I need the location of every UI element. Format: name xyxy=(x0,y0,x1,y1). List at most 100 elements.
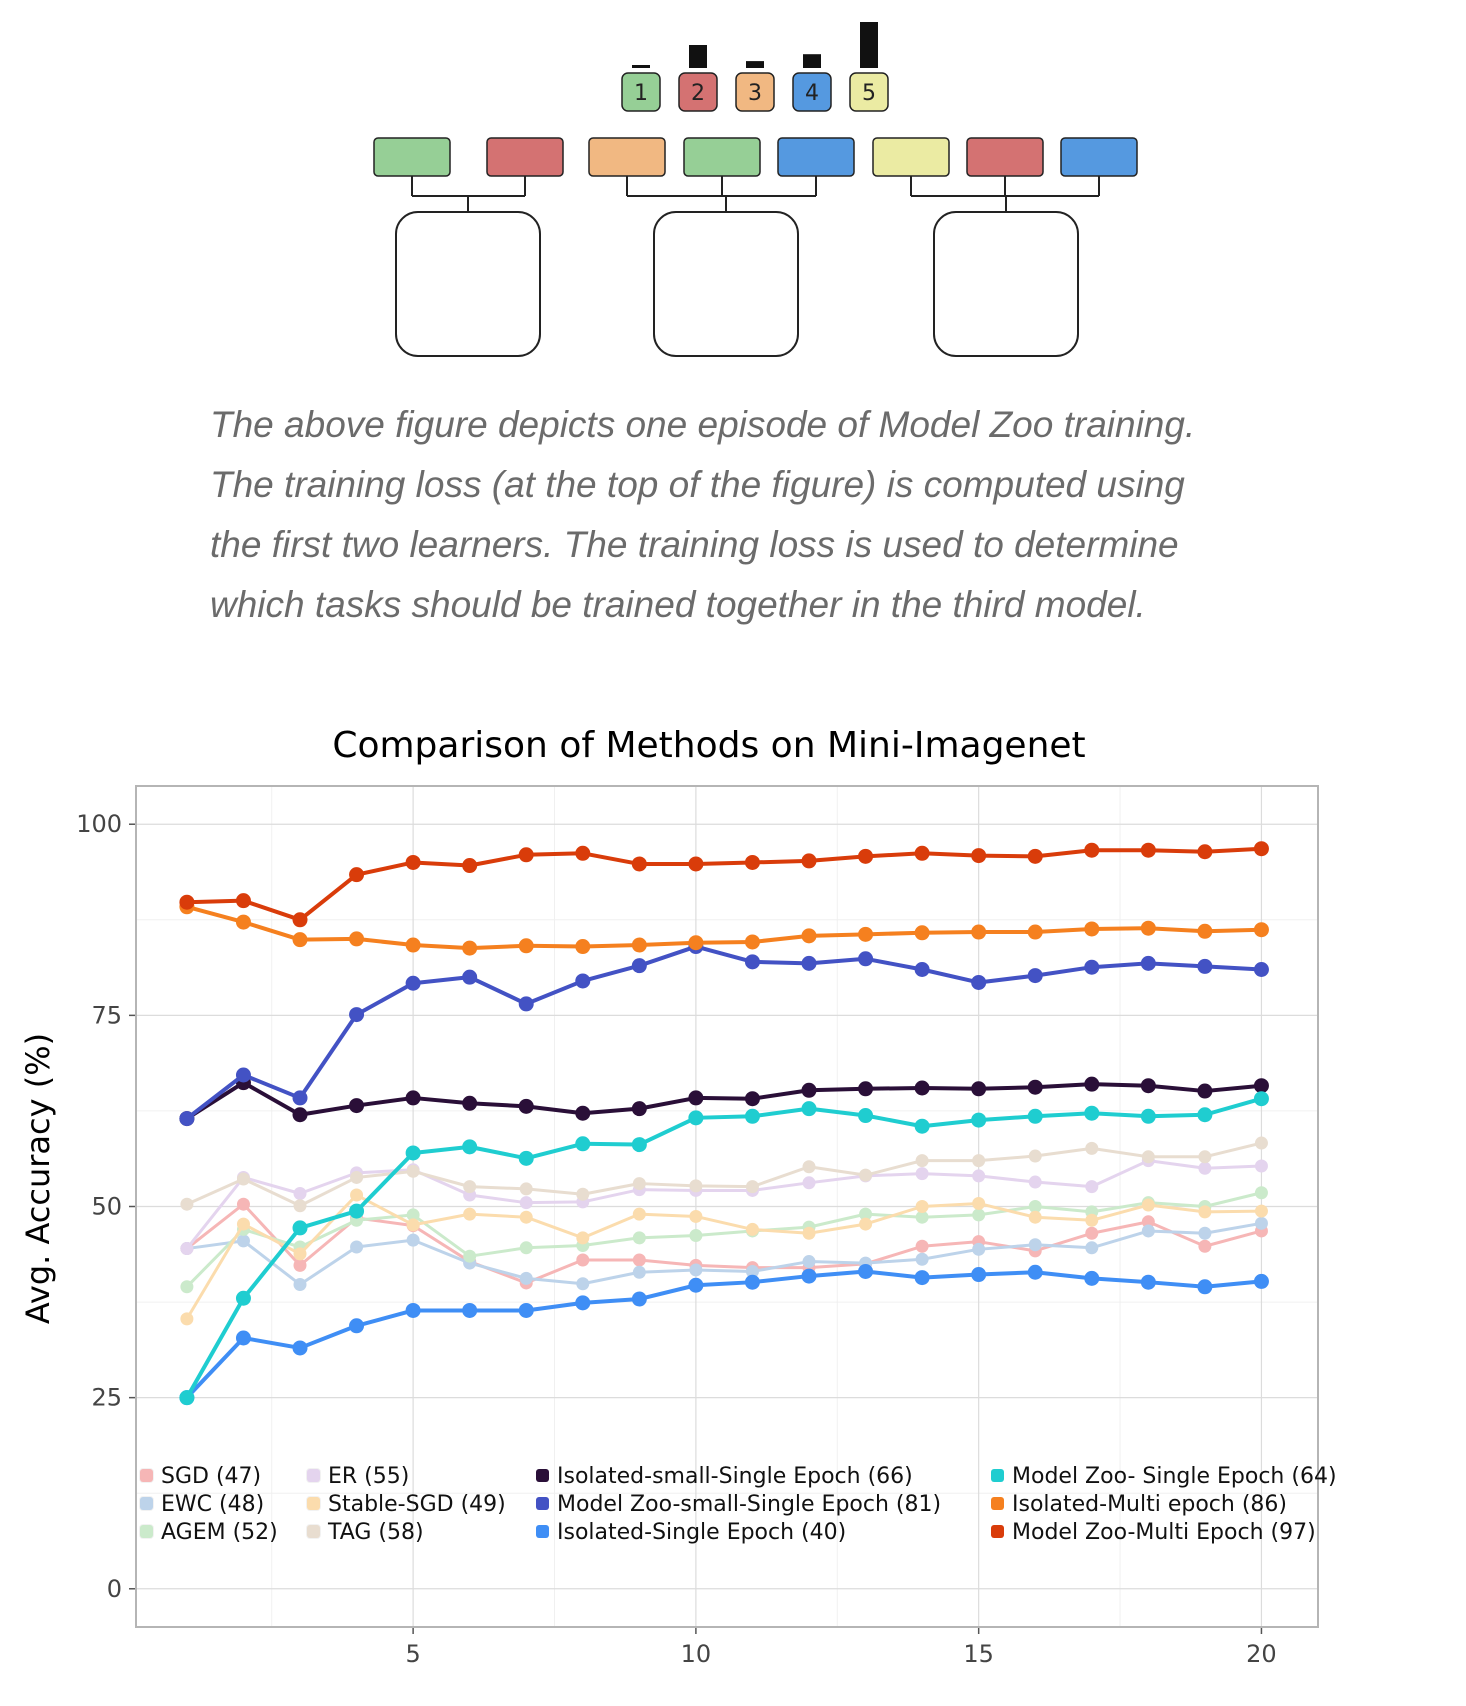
data-point xyxy=(1198,1226,1212,1240)
legend-entry: Model Zoo- Single Epoch (64) xyxy=(991,1463,1337,1491)
data-point xyxy=(688,1090,704,1106)
data-point xyxy=(1085,1226,1099,1240)
data-point xyxy=(519,1210,533,1224)
task-badge xyxy=(735,72,775,112)
data-point xyxy=(292,932,308,948)
loss-bar xyxy=(803,54,821,68)
data-point xyxy=(1084,1105,1100,1121)
data-point xyxy=(915,1239,929,1253)
data-point xyxy=(406,1233,420,1247)
legend-swatch xyxy=(536,1496,549,1510)
data-point xyxy=(745,1264,759,1278)
data-point xyxy=(1197,1083,1213,1099)
data-point xyxy=(575,973,591,989)
data-point xyxy=(744,934,760,950)
data-point xyxy=(575,1136,591,1152)
data-point xyxy=(1027,848,1043,864)
data-point xyxy=(1197,958,1213,974)
data-point xyxy=(745,1222,759,1236)
legend-entry: EWC (48) xyxy=(139,1491,264,1519)
data-point xyxy=(915,1167,929,1181)
data-point xyxy=(1253,961,1269,977)
data-point xyxy=(293,1187,307,1201)
data-point xyxy=(462,940,478,956)
data-point xyxy=(1028,1200,1042,1213)
grid xyxy=(136,786,1318,1627)
data-point xyxy=(1085,1180,1099,1194)
data-point xyxy=(180,1312,194,1326)
series-3 xyxy=(180,1154,1268,1256)
data-point xyxy=(972,1169,986,1183)
data-point xyxy=(462,858,478,874)
task-badge xyxy=(621,72,661,112)
data-point xyxy=(801,955,817,971)
legend-label: Stable-SGD (49) xyxy=(328,1492,506,1517)
data-point xyxy=(914,961,930,977)
data-point xyxy=(1084,1076,1100,1092)
data-point xyxy=(518,938,534,954)
legend-entry: Model Zoo-Multi Epoch (97) xyxy=(991,1519,1316,1547)
data-point xyxy=(1140,842,1156,858)
data-point xyxy=(632,1253,646,1267)
data-point xyxy=(1027,1264,1043,1280)
data-point xyxy=(350,1170,364,1184)
data-point xyxy=(744,1108,760,1124)
loss-bar xyxy=(860,22,878,68)
data-point xyxy=(1254,1216,1268,1230)
legend-entry: Model Zoo-small-Single Epoch (81) xyxy=(536,1491,941,1519)
caption-line: The above figure depicts one episode of … xyxy=(210,404,1196,445)
model-box xyxy=(653,211,799,357)
y-tick-label: 50 xyxy=(91,1193,122,1221)
data-point xyxy=(915,1154,929,1168)
data-point xyxy=(971,848,987,864)
data-point xyxy=(632,1265,646,1279)
data-point xyxy=(350,1188,364,1202)
data-point xyxy=(293,1247,307,1261)
data-point xyxy=(688,1110,704,1126)
data-point xyxy=(859,1168,873,1182)
data-point xyxy=(349,867,365,883)
data-point xyxy=(576,1231,590,1245)
data-point xyxy=(744,1091,760,1107)
data-point xyxy=(1027,1108,1043,1124)
data-point xyxy=(1197,1107,1213,1123)
data-point xyxy=(292,912,308,928)
data-point xyxy=(801,1268,817,1284)
data-point xyxy=(1253,1091,1269,1107)
data-point xyxy=(858,951,874,967)
y-tick-label: 100 xyxy=(76,810,122,838)
data-point xyxy=(632,1207,646,1221)
data-point xyxy=(801,1082,817,1098)
data-point xyxy=(180,1280,194,1294)
legend-swatch xyxy=(139,1523,154,1539)
legend-entry: TAG (58) xyxy=(306,1519,424,1547)
data-point xyxy=(576,1187,590,1201)
data-point xyxy=(236,1172,250,1186)
loss-bar xyxy=(632,65,650,68)
x-tick-label: 10 xyxy=(681,1640,712,1668)
data-point xyxy=(802,1160,816,1174)
data-point xyxy=(971,924,987,940)
data-point xyxy=(236,1197,250,1211)
data-point xyxy=(235,1330,251,1346)
series-line xyxy=(185,1221,1263,1286)
series-9 xyxy=(179,1091,1269,1406)
x-tick-label: 15 xyxy=(963,1640,994,1668)
series-line xyxy=(185,1141,1263,1208)
legend-label: SGD (47) xyxy=(161,1464,262,1489)
legend-swatch xyxy=(991,1524,1004,1538)
data-point xyxy=(914,1080,930,1096)
data-point xyxy=(518,1098,534,1114)
data-point xyxy=(802,1226,816,1240)
data-point xyxy=(406,1164,420,1178)
data-point xyxy=(859,1207,873,1221)
data-point xyxy=(405,975,421,991)
data-point xyxy=(631,1137,647,1153)
data-point xyxy=(349,1318,365,1334)
data-point xyxy=(1140,1274,1156,1290)
data-point xyxy=(1254,1204,1268,1218)
legend-label: ER (55) xyxy=(328,1464,410,1489)
data-point xyxy=(349,931,365,947)
y-tick-label: 75 xyxy=(91,1001,122,1029)
data-point xyxy=(1198,1239,1212,1253)
